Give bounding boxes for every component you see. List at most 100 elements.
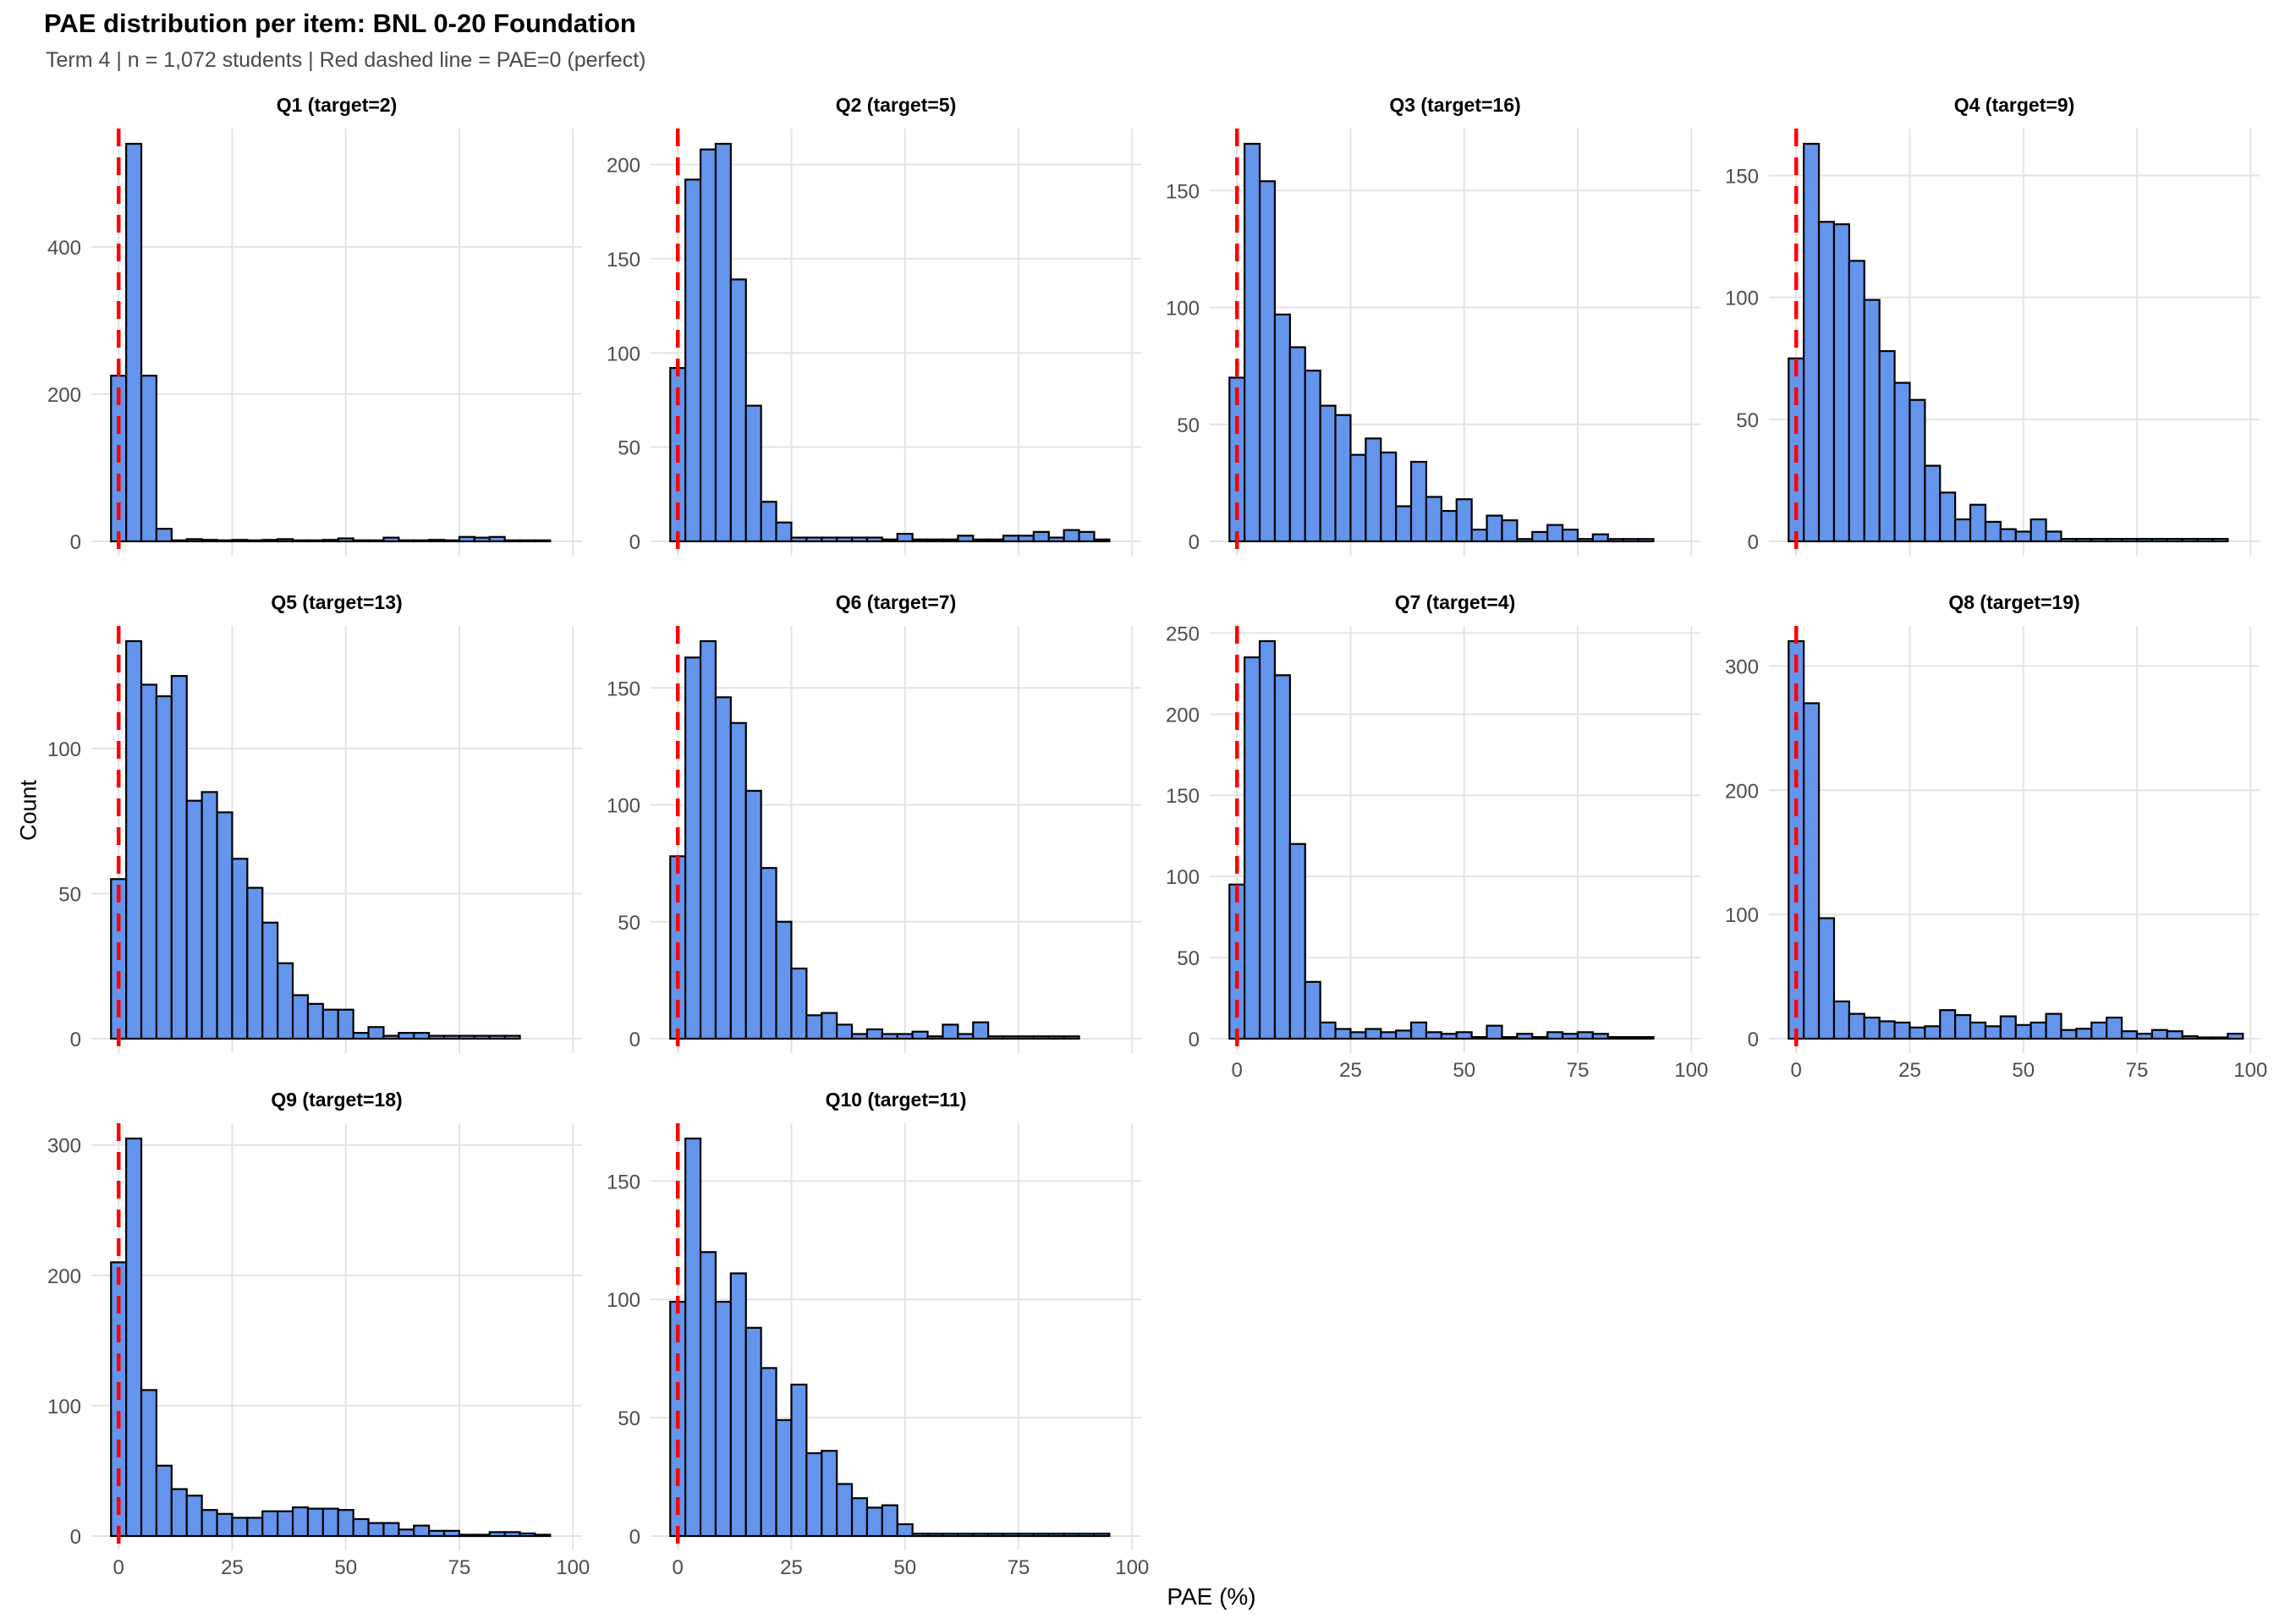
histogram-bar bbox=[1349, 1031, 1367, 1040]
histogram-bar bbox=[2120, 1030, 2139, 1040]
histogram-bar bbox=[836, 1023, 854, 1040]
y-tick-label: 0 bbox=[629, 531, 640, 554]
facet-strip-label: Q2 (target=5) bbox=[836, 94, 957, 116]
y-tick-label: 200 bbox=[1166, 704, 1200, 727]
histogram-bar bbox=[1878, 349, 1896, 543]
facet-strip-label: Q6 (target=7) bbox=[836, 591, 957, 613]
histogram-bar bbox=[1380, 451, 1398, 543]
histogram-bar bbox=[744, 404, 762, 543]
histogram-bar bbox=[942, 1023, 959, 1040]
x-tick-label: 100 bbox=[556, 1556, 590, 1579]
histogram-bar bbox=[1591, 1033, 1609, 1040]
x-tick-label: 100 bbox=[1115, 1556, 1149, 1579]
histogram-bar bbox=[1032, 1035, 1050, 1040]
histogram-bar bbox=[352, 1517, 370, 1538]
histogram-bar bbox=[170, 1488, 188, 1538]
y-tick-label: 200 bbox=[47, 384, 81, 407]
histogram-bar bbox=[1273, 313, 1291, 543]
x-tick-label: 50 bbox=[893, 1556, 916, 1579]
histogram-bar bbox=[155, 695, 173, 1040]
histogram-bar bbox=[714, 696, 732, 1040]
histogram-bar bbox=[442, 1034, 461, 1040]
histogram-bar bbox=[1607, 538, 1624, 543]
histogram-bar bbox=[398, 1528, 415, 1538]
y-tick-label: 100 bbox=[47, 738, 81, 761]
histogram-bar bbox=[896, 1033, 914, 1040]
histogram-bar bbox=[729, 1272, 747, 1538]
facet-q6: Q6 (target=7) 0 50 100 150 bbox=[607, 591, 1141, 1053]
histogram-bar bbox=[714, 1300, 732, 1538]
x-tick-label: 100 bbox=[1674, 1059, 1708, 1082]
y-tick-label: 0 bbox=[70, 531, 81, 554]
histogram-bar bbox=[805, 536, 823, 543]
y-tick-label: 400 bbox=[47, 237, 81, 260]
histogram-bar bbox=[1486, 1024, 1503, 1040]
histogram-bar bbox=[821, 1012, 838, 1040]
histogram-bar bbox=[291, 1506, 310, 1538]
facet-strip-label: Q4 (target=9) bbox=[1954, 94, 2075, 116]
histogram-bar bbox=[850, 536, 869, 543]
histogram-bar bbox=[1455, 498, 1473, 543]
histogram-bar bbox=[760, 1367, 777, 1538]
histogram-bar bbox=[2211, 538, 2229, 543]
y-tick-label: 0 bbox=[1748, 531, 1759, 554]
histogram-bar bbox=[1334, 414, 1352, 543]
x-tick-label: 75 bbox=[1567, 1059, 1590, 1082]
histogram-bar bbox=[911, 538, 929, 543]
facet-strip-label: Q5 (target=13) bbox=[271, 591, 402, 613]
histogram-bar bbox=[1516, 538, 1534, 543]
histogram-bar bbox=[246, 1517, 264, 1538]
histogram-bar bbox=[216, 539, 233, 543]
histogram-bar bbox=[775, 521, 793, 543]
histogram-bar bbox=[1501, 1035, 1519, 1040]
y-tick-label: 200 bbox=[47, 1265, 81, 1288]
histogram-bar bbox=[1032, 1533, 1050, 1538]
histogram-bar bbox=[821, 536, 838, 543]
histogram-bar bbox=[836, 1483, 854, 1538]
histogram-bar bbox=[1017, 535, 1035, 543]
histogram-bar bbox=[428, 1529, 446, 1538]
x-tick-label: 0 bbox=[1791, 1059, 1802, 1082]
y-tick-label: 200 bbox=[607, 155, 640, 178]
y-tick-label: 50 bbox=[1177, 947, 1200, 970]
facet-strip-label: Q9 (target=18) bbox=[271, 1089, 402, 1111]
y-tick-label: 50 bbox=[618, 437, 640, 460]
histogram-bar bbox=[1984, 520, 2002, 543]
histogram-bar bbox=[321, 1507, 339, 1538]
histogram-bar bbox=[413, 539, 431, 543]
histogram-bar bbox=[1288, 346, 1306, 543]
histogram-bar bbox=[1047, 1533, 1065, 1538]
facet-q1: Q1 (target=2) 0 200 400 bbox=[47, 94, 582, 556]
histogram-bar bbox=[2060, 1029, 2078, 1040]
histogram-bar bbox=[1622, 538, 1640, 543]
histogram-bar bbox=[1440, 509, 1458, 543]
histogram-bar bbox=[1576, 1031, 1594, 1040]
histogram-bar bbox=[231, 539, 249, 543]
histogram-bar bbox=[1999, 1015, 2017, 1040]
histogram-bar bbox=[534, 1533, 552, 1538]
histogram-bar bbox=[428, 539, 446, 543]
histogram-bar bbox=[957, 535, 975, 543]
histogram-bar bbox=[246, 886, 264, 1040]
chart-subtitle: Term 4 | n = 1,072 students | Red dashed… bbox=[46, 48, 646, 72]
histogram-bar bbox=[2030, 1021, 2047, 1040]
histogram-bar bbox=[488, 1531, 506, 1538]
y-tick-label: 0 bbox=[1189, 1029, 1200, 1051]
histogram-bar bbox=[987, 1533, 1005, 1538]
histogram-bar bbox=[790, 1383, 808, 1538]
histogram-bar bbox=[911, 1533, 929, 1538]
histogram-bar bbox=[1425, 496, 1442, 543]
histogram-bar bbox=[291, 994, 310, 1040]
histogram-bar bbox=[1501, 519, 1519, 543]
histogram-bar bbox=[1999, 528, 2017, 543]
histogram-bar bbox=[1349, 453, 1367, 543]
histogram-bar bbox=[1425, 1031, 1442, 1040]
histogram-bar bbox=[684, 656, 702, 1040]
y-tick-label: 100 bbox=[1166, 866, 1200, 889]
histogram-bar bbox=[1078, 530, 1096, 543]
histogram-bar bbox=[2166, 1030, 2183, 1040]
y-tick-label: 0 bbox=[1748, 1029, 1759, 1051]
histogram-bar bbox=[306, 539, 324, 543]
histogram-bar bbox=[1063, 529, 1080, 543]
histogram-bar bbox=[881, 538, 898, 543]
